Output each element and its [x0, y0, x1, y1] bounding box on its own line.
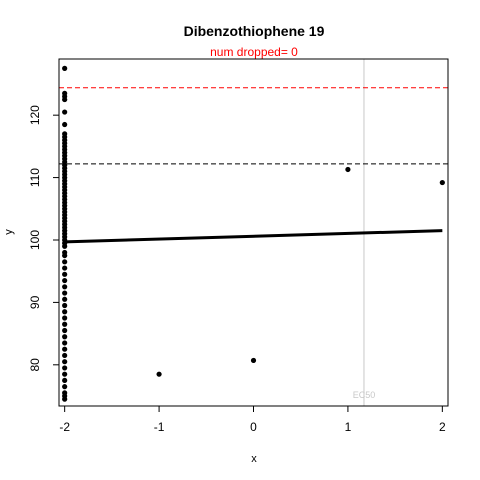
data-point [62, 315, 68, 321]
data-point [62, 384, 68, 390]
y-tick-label: 90 [28, 295, 42, 309]
x-tick-label: -1 [154, 420, 165, 434]
ec50-label: EC50 [353, 390, 376, 400]
data-point [62, 365, 68, 371]
data-point [62, 327, 68, 334]
data-point [62, 271, 68, 277]
y-tick-label: 120 [28, 105, 42, 125]
data-point [62, 359, 68, 365]
chart-title: Dibenzothiophene 19 [184, 23, 325, 39]
x-axis-title: x [251, 453, 257, 465]
y-axis-title: y [3, 229, 15, 235]
fit-line [64, 229, 443, 244]
data-point [62, 302, 68, 309]
y-tick-label: 80 [28, 358, 42, 372]
chart-subtitle: num dropped= 0 [210, 45, 298, 59]
data-point [62, 309, 68, 315]
data-point [156, 371, 162, 377]
x-tick-label: 1 [345, 420, 352, 434]
data-point [62, 396, 68, 402]
data-point [62, 340, 68, 346]
data-point [62, 265, 68, 271]
x-axis: -2 -1 0 1 2 [59, 405, 446, 434]
data-point [62, 243, 68, 249]
data-point [250, 357, 257, 364]
data-point [62, 321, 68, 327]
data-point [62, 371, 68, 377]
x-tick-label: 2 [439, 420, 446, 434]
plot-layer: EC50 [59, 59, 448, 406]
data-point [62, 296, 68, 302]
y-tick-label: 110 [28, 168, 42, 187]
x-tick-label: -2 [59, 420, 70, 434]
data-point [62, 65, 68, 71]
y-axis: 80 90 100 110 120 [28, 105, 60, 372]
data-point [62, 252, 68, 259]
data-point [62, 352, 68, 359]
data-point [62, 377, 68, 384]
data-point [62, 284, 68, 290]
data-point [62, 109, 68, 115]
x-tick-label: 0 [250, 420, 257, 434]
data-point [345, 166, 351, 173]
data-point [62, 96, 68, 103]
data-point [439, 179, 445, 186]
data-point [62, 290, 68, 296]
data-point [62, 334, 68, 340]
data-point [62, 277, 68, 284]
data-point [62, 121, 68, 128]
data-point [62, 346, 68, 352]
data-point [62, 259, 68, 265]
y-tick-label: 100 [28, 230, 42, 250]
